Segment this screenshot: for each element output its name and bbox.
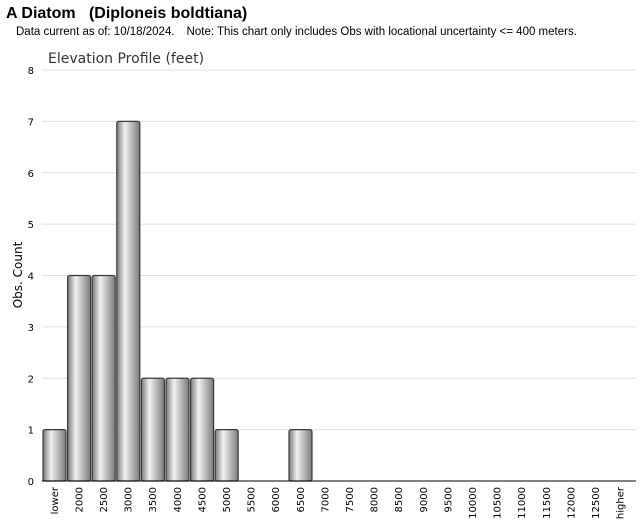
x-tick-label: 4500 (197, 487, 208, 512)
x-tick-label: 11500 (542, 487, 553, 519)
bar-6500 (288, 429, 313, 482)
bar-lower (42, 429, 67, 482)
data-note: Data current as of: 10/18/2024. Note: Thi… (16, 26, 577, 38)
x-tick-label: 8000 (370, 487, 381, 512)
y-tick-label: 1 (28, 426, 34, 437)
bar-2500 (91, 274, 116, 482)
bar-4000 (165, 377, 190, 482)
y-tick-label: 5 (28, 220, 34, 231)
x-tick-label: higher (616, 486, 627, 519)
y-tick-label: 7 (28, 117, 34, 128)
bar-3500 (140, 377, 165, 482)
y-tick-label: 8 (28, 66, 34, 77)
bar-2000 (66, 274, 92, 482)
page-title: A Diatom (Diploneis boldtiana) (6, 5, 248, 22)
x-tick-label: 4000 (173, 487, 184, 512)
x-tick-label: 11000 (517, 487, 528, 519)
x-tick-label: 12000 (566, 487, 577, 519)
x-tick-label: 6000 (271, 487, 282, 512)
chart-title: Elevation Profile (feet) (48, 51, 204, 67)
x-tick-label: 2500 (99, 487, 110, 512)
y-tick-label: 0 (28, 477, 34, 488)
y-axis-label: Obs. Count (11, 241, 25, 308)
data-current-text: Data current as of: 10/18/2024. (16, 26, 175, 38)
x-tick-label: 3500 (148, 487, 159, 512)
bar-4500 (190, 377, 215, 482)
x-tick-label: 10000 (468, 487, 479, 519)
y-tick-label: 6 (28, 169, 34, 180)
x-tick-label: lower (50, 486, 61, 514)
uncertainty-note: Note: This chart only includes Obs with … (186, 26, 577, 38)
x-tick-label: 9500 (443, 487, 454, 512)
x-tick-label: 5000 (222, 487, 233, 512)
y-tick-label: 4 (28, 272, 34, 283)
x-tick-label: 12500 (591, 487, 602, 519)
x-tick-label: 10500 (493, 487, 504, 519)
y-tick-label: 2 (28, 374, 34, 385)
x-tick-label: 3000 (124, 487, 135, 512)
bar-3000 (116, 120, 141, 482)
x-tick-label: 2000 (74, 487, 85, 512)
x-tick-label: 6500 (296, 487, 307, 512)
x-tick-label: 7000 (320, 487, 331, 512)
x-tick-label: 7500 (345, 487, 356, 512)
bar-5000 (214, 429, 239, 482)
x-tick-label: 5500 (247, 487, 258, 512)
x-tick-label: 8500 (394, 487, 405, 512)
y-tick-label: 3 (28, 323, 34, 334)
x-tick-label: 9000 (419, 487, 430, 512)
